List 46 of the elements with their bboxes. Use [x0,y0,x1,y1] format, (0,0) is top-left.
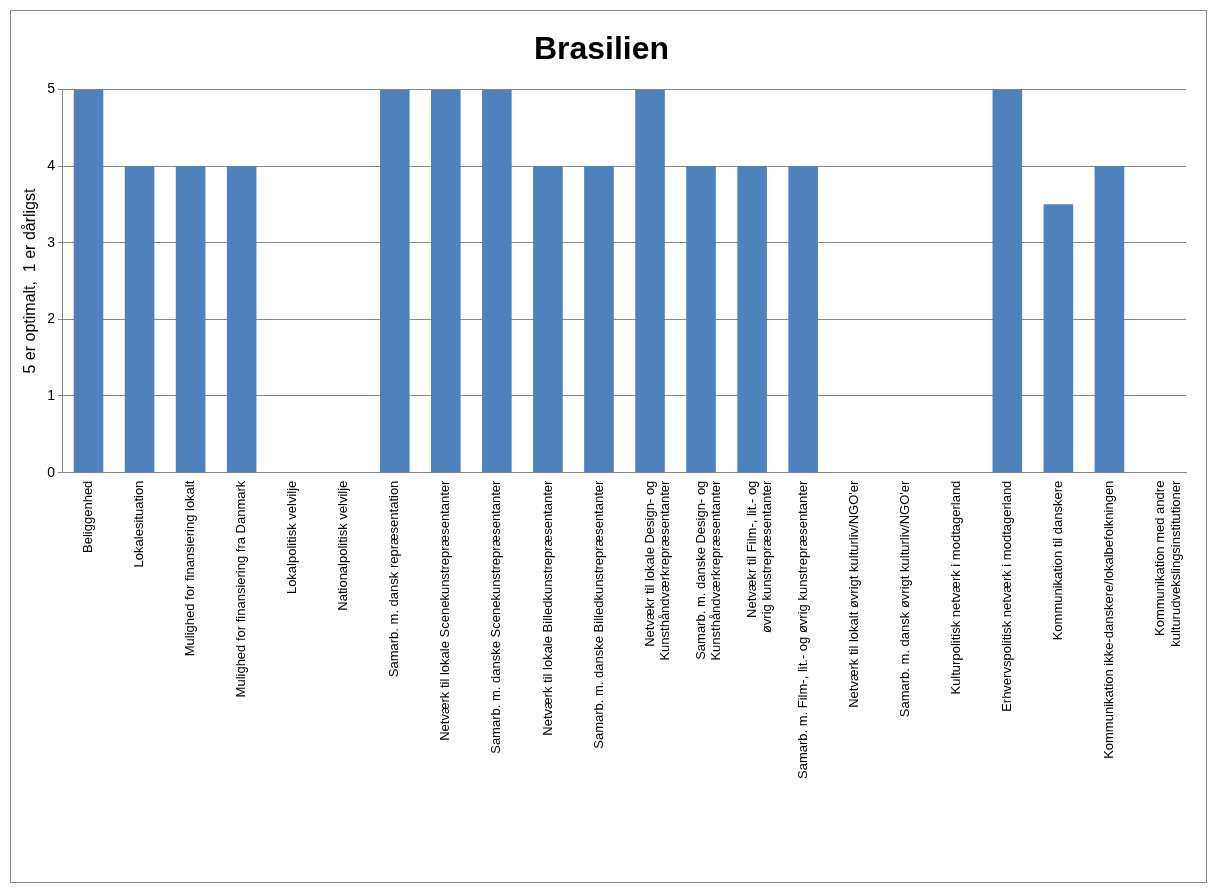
bar [788,166,818,473]
x-tick-label: Mulighed for finansiering fra Danmark [233,480,249,698]
bar [635,89,665,473]
bar [124,166,155,473]
bar [379,89,410,473]
x-tick-label: Samarb. m. danske Scenekunstrepræsentanter [488,479,504,754]
x-tick-label: Kommunikation ikke-danskere/lokalbefolkningen [1101,480,1117,759]
x-tick-label: Lokalesituation [131,480,147,568]
x-tick-label: Netværk til lokalt øvrigt kulturliv/NGO'er [845,479,861,708]
x-tick-label: Beliggenhed [80,480,96,553]
bar [1094,166,1125,473]
bar [431,89,461,473]
y-tick-label: 1 [47,386,56,403]
x-tick-label: Nationalpolitisk velvilje [335,480,351,611]
bar [992,89,1023,473]
bar [1043,204,1074,473]
chart-title: Brasilien [533,30,670,67]
x-tick-label: Netværk til lokale Billedkunstrepræsentanter [539,479,555,736]
x-tick-label: Netvækr til Film-, lit.- og øvrig kunstrepræsentanter [743,479,775,634]
x-tick-label: Kommunikation med andre kulturudvekslingsinstitutioner [1152,479,1183,647]
x-tick-label: Lokalpolitisk velvilje [284,480,300,595]
x-tick-label: Erhvervspolitisk netværk i modtagerland [998,480,1014,712]
bar [533,166,563,473]
x-tick-label: Samarb. m. danske Design- og Kunsthåndværkrepræsentanter [692,479,724,661]
bar [686,166,716,473]
bar [482,89,512,473]
bar [737,166,767,473]
x-tick-label: Samarb. m. dansk øvrigt kulturliv/NGO'er [896,479,912,718]
y-tick-label: 0 [47,463,56,480]
y-tick-label: 3 [47,233,56,250]
bar [226,166,257,473]
y-tick-label: 5 [47,80,56,97]
bar [584,166,614,473]
x-tick-label: Netværk til lokale Scenekunstrepræsentanter [437,479,453,741]
x-tick-label: Mulighed for finansiering lokalt [182,480,198,657]
bar [175,166,206,473]
bar [73,89,104,473]
x-tick-label: Kommunikation til danskere [1049,480,1065,641]
y-axis-title: 5 er optimalt, 1 er dårligst [21,187,39,374]
x-tick-label: Netvækr til lokale Design- og Kunsthåndværkrepræsentanter [641,479,673,661]
y-tick-label: 4 [47,156,56,173]
x-tick-label: Samarb. m. danske Billedkunstrepræsentanter [590,479,606,749]
y-tick-label: 2 [47,310,56,327]
x-tick-label: Samarb. m. Film-, lit.- og øvrig kunstrepræsentanter [794,479,810,779]
x-tick-label: Samarb. m. dansk repræsentation [386,480,402,678]
x-tick-label: Kulturpolitisk netværk i modtagerland [947,480,963,695]
